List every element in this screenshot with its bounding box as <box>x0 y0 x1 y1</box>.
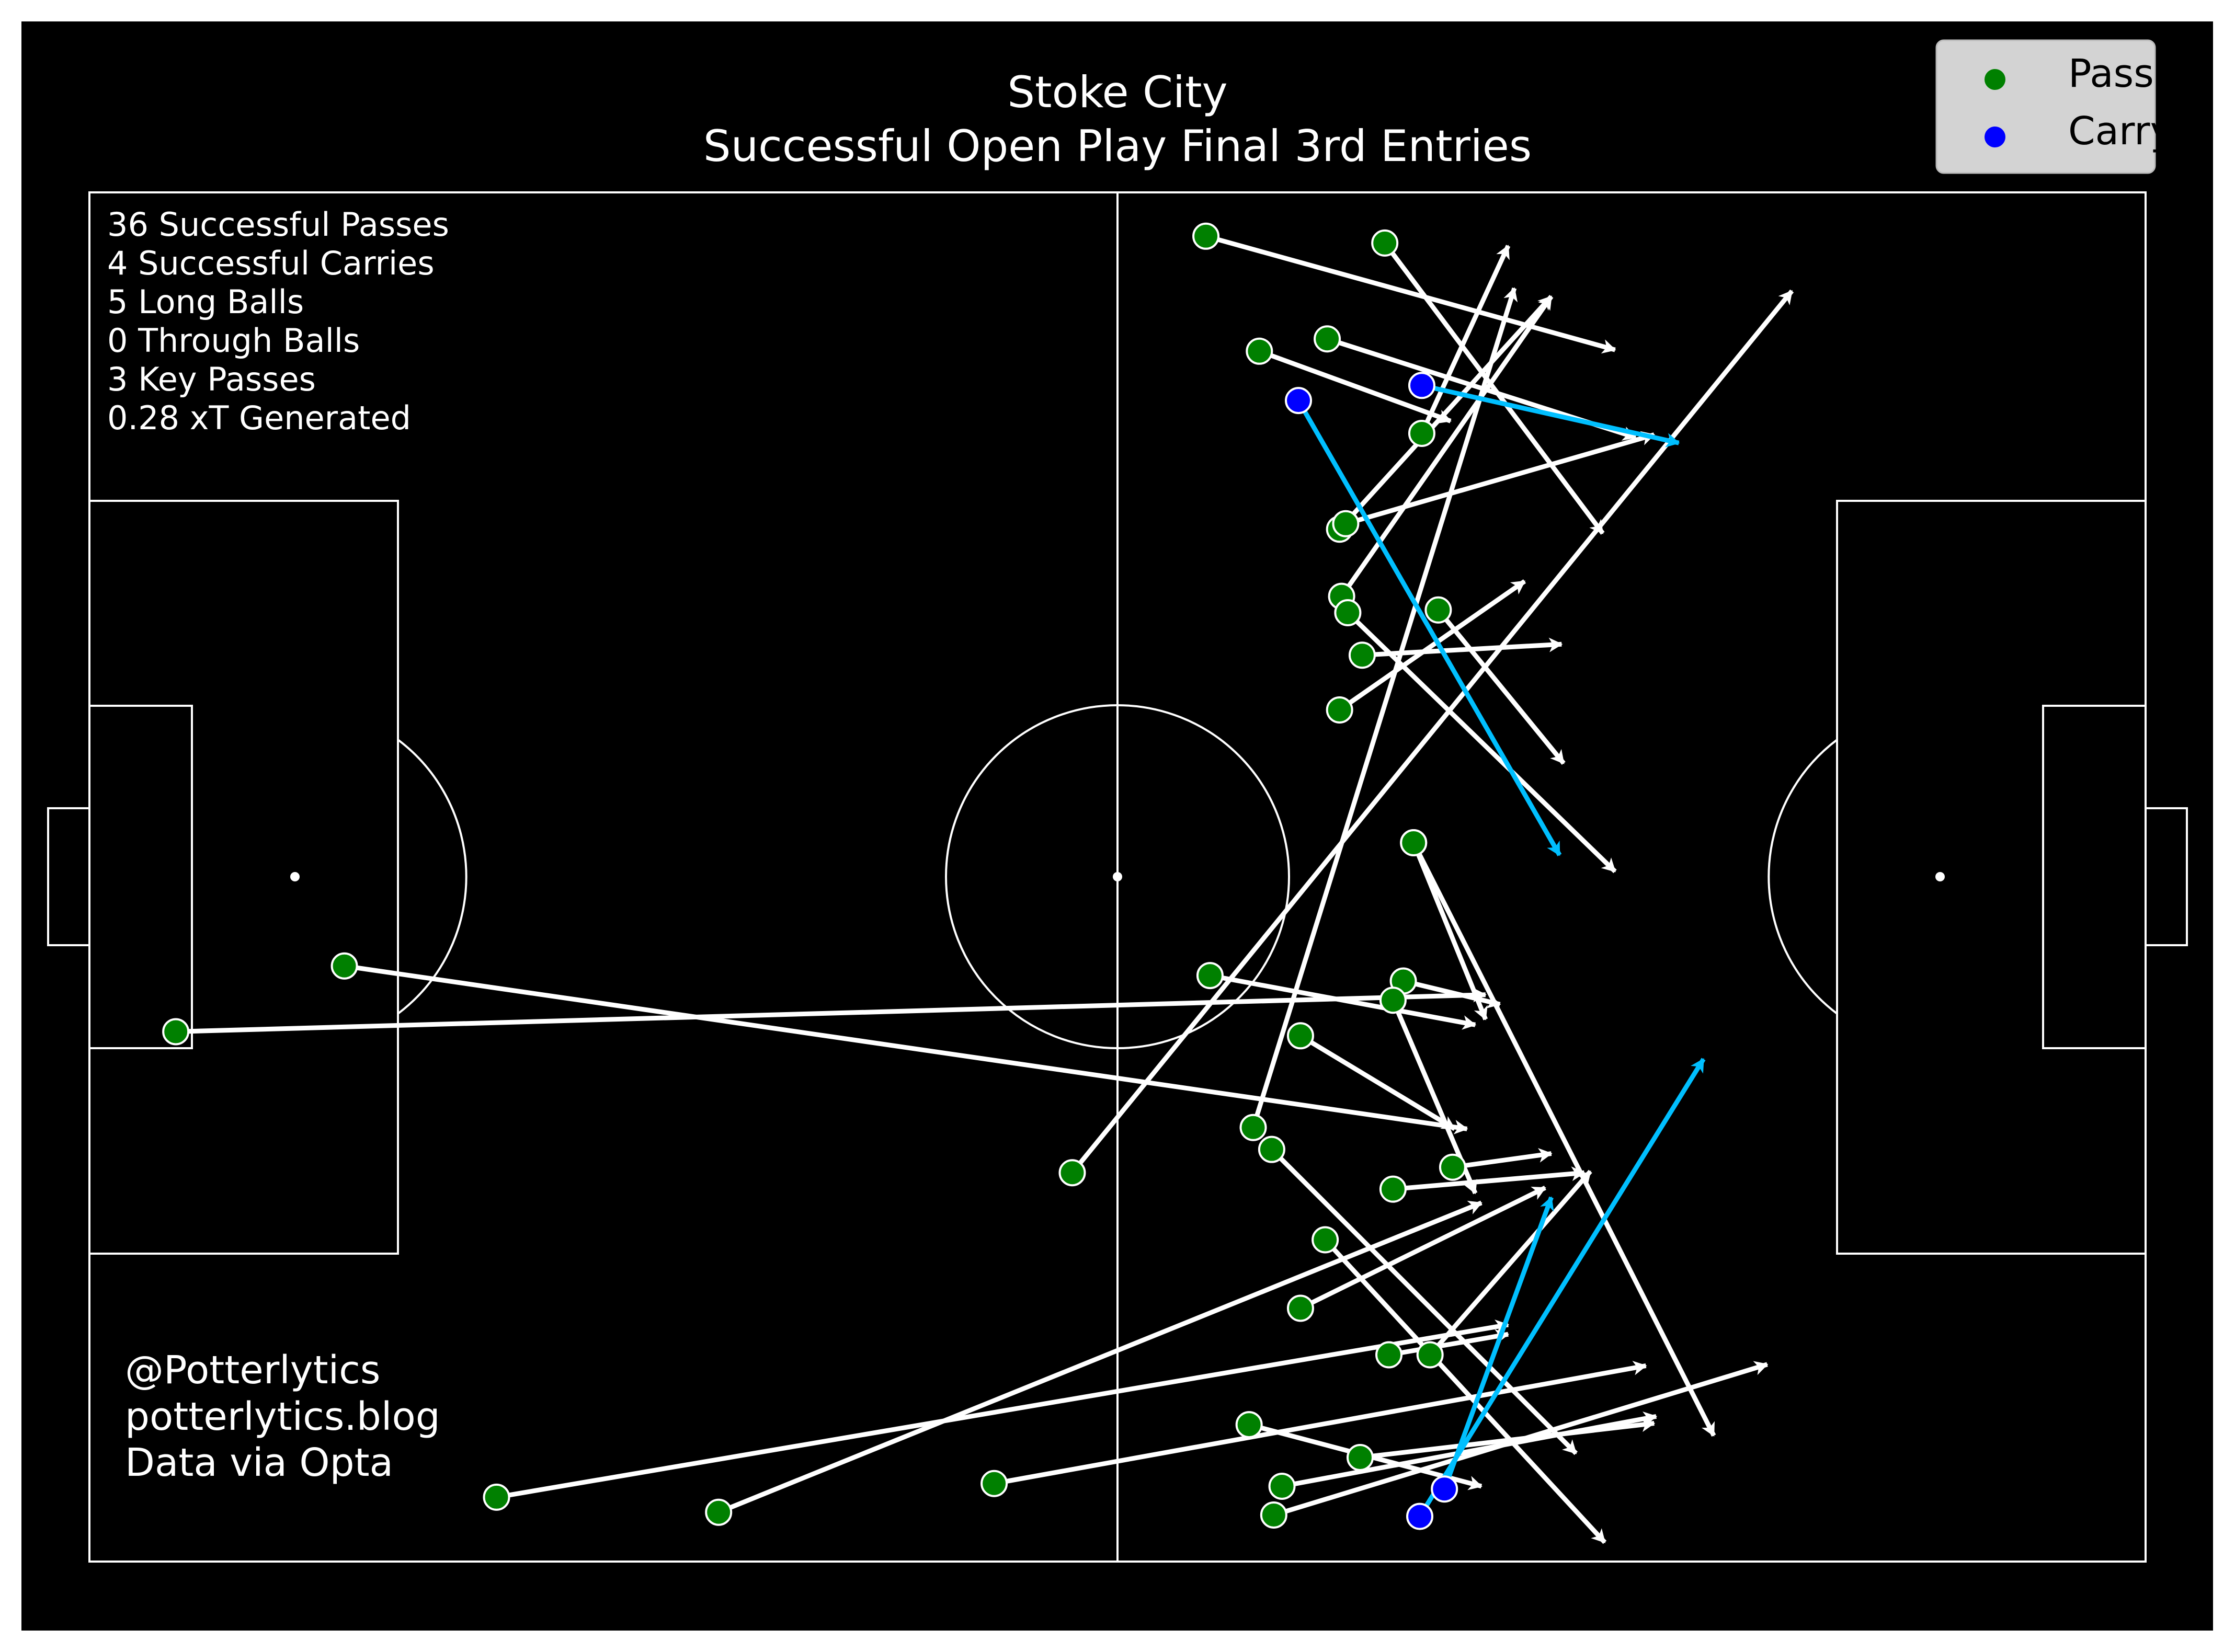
pass-arrow-24 <box>1323 1238 1607 1544</box>
pass-start-marker-31 <box>1260 1501 1287 1529</box>
credit-website: potterlytics.blog <box>125 1394 440 1439</box>
pass-arrow-18 <box>1299 1034 1456 1131</box>
right-penalty-spot <box>1935 872 1945 881</box>
credit-data-source: Data via Opta <box>125 1440 393 1485</box>
pass-start-marker-35 <box>330 952 358 980</box>
pass-arrow-25 <box>1299 1185 1546 1311</box>
pass-arrow-26 <box>1388 1329 1510 1357</box>
pass-start-marker-22 <box>1439 1153 1466 1181</box>
pass-start-marker-33 <box>705 1498 733 1526</box>
markers-layer <box>162 222 1466 1530</box>
stat-key-passes: 3 Key Passes <box>107 360 316 398</box>
pass-arrow-29 <box>1360 1417 1656 1460</box>
chart-subtitle: Successful Open Play Final 3rd Entries <box>703 121 1532 171</box>
stat-successful-carries: 4 Successful Carries <box>107 244 435 282</box>
pass-start-marker-20 <box>1258 1135 1285 1163</box>
pass-arrow-20 <box>1270 1148 1578 1455</box>
pass-start-marker-26 <box>1375 1341 1403 1369</box>
pass-start-marker-9 <box>1334 599 1362 627</box>
pass-start-marker-36 <box>162 1018 190 1046</box>
pass-arrow-11 <box>1362 637 1563 658</box>
pass-start-marker-34 <box>483 1483 510 1511</box>
pass-arrow-7 <box>1345 431 1656 526</box>
pass-arrow-30 <box>1281 1412 1658 1489</box>
stat-long-balls: 5 Long Balls <box>107 283 304 321</box>
right-penalty-arc <box>1768 739 1838 1015</box>
pass-start-marker-21 <box>1058 1159 1086 1187</box>
pass-arrow-3 <box>1258 349 1452 424</box>
pass-start-marker-7 <box>1332 510 1360 537</box>
centre-circle <box>945 704 1290 1049</box>
pass-start-marker-29 <box>1346 1443 1374 1471</box>
pass-arrow-5 <box>1419 245 1511 434</box>
credits-block: @Potterlytics potterlytics.blog Data via… <box>125 1348 440 1485</box>
pass-arrow-2 <box>1383 242 1605 535</box>
stat-xt-generated: 0.28 xT Generated <box>107 399 411 437</box>
carry-arrow-1 <box>1296 399 1562 856</box>
pass-start-marker-25 <box>1286 1294 1314 1322</box>
carry-arrow-4 <box>1418 1058 1706 1518</box>
pass-start-marker-11 <box>1348 641 1376 669</box>
legend: Pass Carry <box>1935 39 2173 174</box>
pass-arrow-34 <box>496 1320 1510 1500</box>
carry-start-marker-1 <box>1285 387 1313 415</box>
pass-start-marker-12 <box>1326 696 1353 724</box>
legend-carry-marker <box>1985 127 2005 147</box>
pass-start-marker-17 <box>1379 986 1407 1014</box>
pass-start-marker-5 <box>1408 419 1435 447</box>
pass-arrow-10 <box>1436 608 1566 765</box>
pass-arrow-36 <box>176 988 1487 1034</box>
pass-arrow-23 <box>1393 1166 1586 1192</box>
pass-start-marker-18 <box>1286 1022 1314 1050</box>
chart-title: Stoke City <box>1007 67 1227 118</box>
carry-start-marker-4 <box>1406 1502 1434 1530</box>
pass-start-marker-1 <box>1192 222 1220 250</box>
pass-arrow-12 <box>1338 579 1526 712</box>
legend-carry-label: Carry <box>2068 109 2173 154</box>
carry-arrow-3 <box>1442 1196 1554 1490</box>
right-goal <box>2145 807 2188 946</box>
pass-arrow-27 <box>1428 1169 1592 1357</box>
stat-through-balls: 0 Through Balls <box>107 322 360 360</box>
legend-pass-marker <box>1985 69 2005 90</box>
carry-arrow-2 <box>1421 383 1680 448</box>
pass-start-marker-30 <box>1268 1472 1296 1500</box>
pitch <box>47 191 2188 1563</box>
pass-arrow-8 <box>1339 295 1554 598</box>
pass-arrow-22 <box>1452 1148 1553 1170</box>
pass-start-marker-4 <box>1314 325 1341 353</box>
pass-arrow-1 <box>1205 234 1616 354</box>
credit-handle: @Potterlytics <box>125 1348 380 1393</box>
pass-arrow-19 <box>1251 287 1518 1129</box>
stat-successful-passes: 36 Successful Passes <box>107 205 449 244</box>
pass-start-marker-10 <box>1424 596 1452 624</box>
carry-start-marker-2 <box>1408 372 1435 399</box>
pass-start-marker-3 <box>1246 337 1273 365</box>
pass-start-marker-28 <box>1235 1411 1263 1439</box>
pass-start-marker-24 <box>1312 1226 1339 1254</box>
legend-pass-label: Pass <box>2068 51 2154 96</box>
left-goal <box>47 807 90 946</box>
left-penalty-spot <box>290 872 300 881</box>
centre-spot <box>1113 872 1122 881</box>
pass-start-marker-23 <box>1379 1175 1407 1203</box>
pass-arrow-32 <box>994 1360 1647 1486</box>
pass-start-marker-2 <box>1371 229 1399 257</box>
pass-arrow-14 <box>1411 841 1716 1437</box>
pass-start-marker-14 <box>1400 829 1428 857</box>
pass-arrow-6 <box>1338 295 1553 531</box>
arrows-layer <box>176 234 1794 1544</box>
pass-arrow-35 <box>344 963 1468 1134</box>
pass-arrow-33 <box>717 1200 1483 1515</box>
pass-arrow-31 <box>1273 1361 1769 1518</box>
pass-start-marker-27 <box>1416 1341 1444 1369</box>
pass-start-marker-19 <box>1239 1114 1267 1141</box>
carry-start-marker-3 <box>1431 1475 1458 1503</box>
pass-start-marker-32 <box>980 1470 1008 1497</box>
pass-start-marker-15 <box>1196 962 1224 990</box>
stats-block: 36 Successful Passes 4 Successful Carrie… <box>107 205 449 437</box>
